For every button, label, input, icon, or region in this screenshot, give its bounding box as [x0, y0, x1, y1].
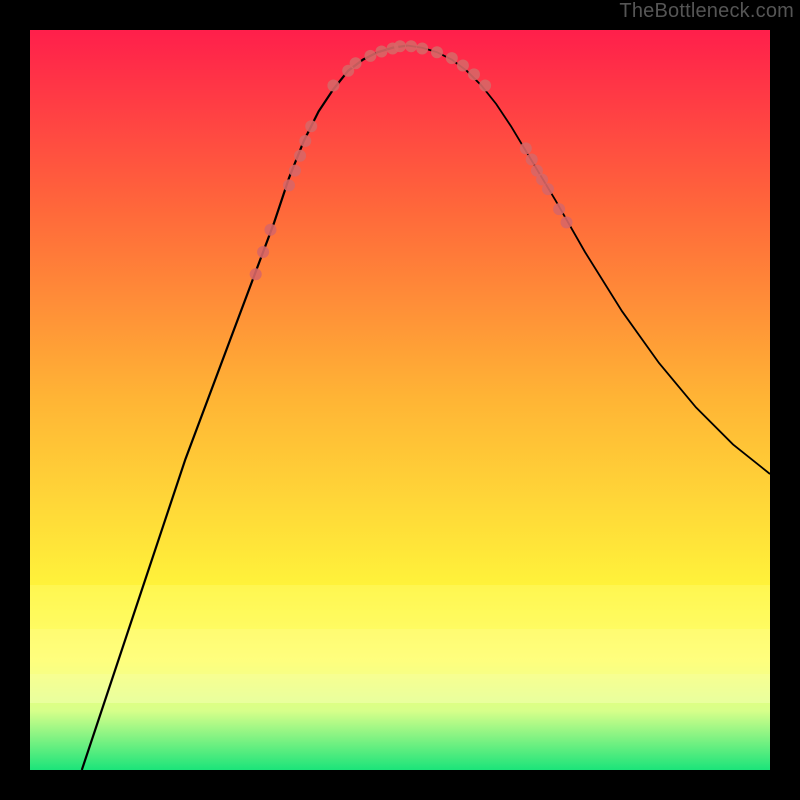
data-dot: [560, 216, 572, 228]
data-dot: [257, 246, 269, 258]
data-dot: [350, 57, 362, 69]
data-dot: [364, 50, 376, 62]
data-dot: [520, 142, 532, 154]
data-dot: [283, 179, 295, 191]
data-dot: [264, 224, 276, 236]
data-dots: [250, 40, 573, 280]
data-dot: [250, 268, 262, 280]
data-dot: [327, 79, 339, 91]
data-dot: [289, 165, 301, 177]
data-dot: [416, 42, 428, 54]
data-dot: [294, 150, 306, 162]
chart-frame: TheBottleneck.com: [0, 0, 800, 800]
plot-area: [30, 30, 770, 770]
data-dot: [305, 120, 317, 132]
data-dot: [446, 52, 458, 64]
data-dot: [479, 79, 491, 91]
data-dot: [553, 203, 565, 215]
curve-layer: [30, 30, 770, 770]
watermark-text: TheBottleneck.com: [619, 0, 794, 23]
curve-left: [82, 46, 408, 770]
data-dot: [526, 153, 538, 165]
data-dot: [394, 40, 406, 52]
data-dot: [299, 135, 311, 147]
data-dot: [431, 46, 443, 58]
data-dot: [457, 60, 469, 72]
data-dot: [375, 45, 387, 57]
curve-right: [407, 46, 770, 474]
data-dot: [468, 68, 480, 80]
data-dot: [405, 40, 417, 52]
data-dot: [542, 183, 554, 195]
